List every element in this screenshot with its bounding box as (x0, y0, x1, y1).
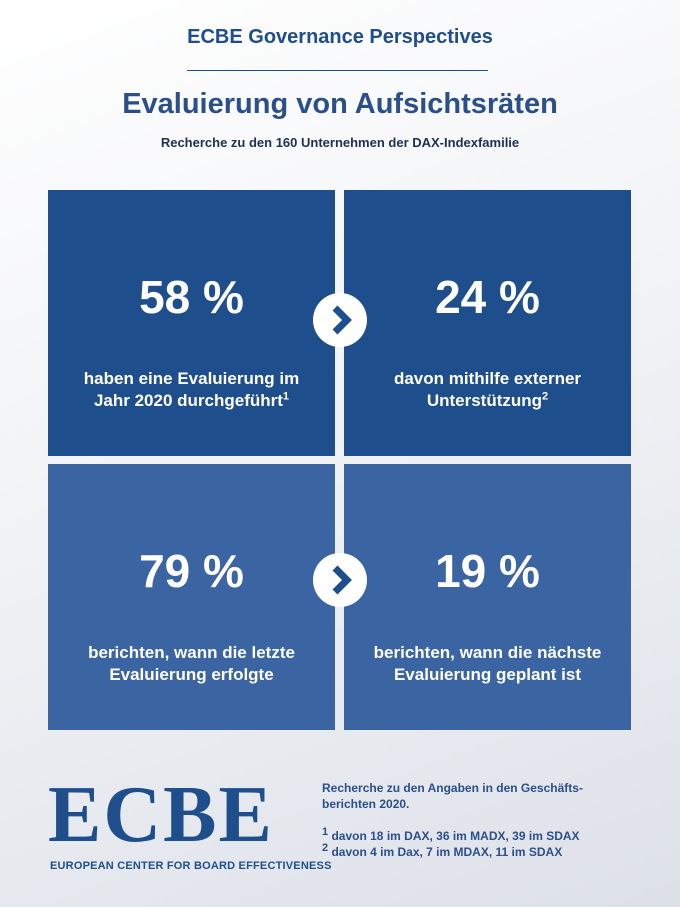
tile: 19 % berichten, wann die nächste Evaluieru… (344, 464, 631, 730)
label-line: haben eine Evaluierung im (48, 368, 335, 390)
rule (187, 70, 488, 71)
tile: 79 % berichten, wann die letzte Evaluierun… (48, 464, 335, 730)
label-text: haben eine Evaluierung im (83, 369, 300, 388)
label-line: berichten, wann die letzte (48, 642, 335, 664)
tile: 24 % davon mithilfe externer Unterstützung… (344, 190, 631, 456)
tile-value: 79 % (139, 545, 244, 597)
subtitle: Recherche zu den 160 Unternehmen der DAX… (160, 135, 520, 150)
footnote-text: davon 18 im DAX, 36 im MADX, 39 im SDAX (328, 829, 580, 843)
source-line: berichten 2020. (322, 797, 410, 811)
tile-label: berichten, wann die nächste Evaluierung g… (344, 642, 631, 686)
title: Evaluierung von Aufsichtsräten (122, 88, 558, 120)
tile-label: berichten, wann die letzte Evaluierung er… (48, 642, 335, 686)
footnote-marker: 2 (542, 390, 549, 403)
tile-value: 24 % (435, 271, 540, 323)
label-line: Evaluierung erfolgte (48, 664, 335, 686)
footnote-text: davon 4 im Dax, 7 im MDAX, 11 im SDAX (328, 845, 563, 859)
logo-subtitle: EUROPEAN CENTER FOR BOARD EFFECTIVENESS (50, 860, 332, 872)
kicker: ECBE Governance Perspectives (187, 26, 493, 48)
footnotes: 1 davon 18 im DAX, 36 im MADX, 39 im SDA… (322, 826, 580, 860)
arrow (313, 553, 367, 607)
tile-label: davon mithilfe externer Unterstützung2 (344, 368, 631, 412)
label-text: berichten, wann die nächste (373, 643, 602, 662)
label-line: davon mithilfe externer (344, 368, 631, 390)
footnote-marker: 2 (322, 842, 329, 854)
footnote: 1 davon 18 im DAX, 36 im MADX, 39 im SDA… (322, 826, 580, 844)
tile-value: 58 % (139, 271, 244, 323)
label-text: berichten, wann die letzte (88, 643, 295, 662)
arrow (313, 293, 367, 347)
label-line: Jahr 2020 durchgeführt1 (48, 390, 335, 412)
tile-value: 19 % (435, 545, 540, 597)
label-text: Jahr 2020 durchgeführt (93, 391, 283, 410)
logo: ECBE (48, 771, 274, 859)
tile-label: haben eine Evaluierung im Jahr 2020 durch… (48, 368, 335, 412)
footnote-marker: 1 (282, 390, 290, 403)
label-line: Evaluierung geplant ist (344, 664, 631, 686)
footnote-marker: 1 (322, 826, 329, 838)
label-text: Unterstützung (426, 391, 543, 410)
label-text: Evaluierung erfolgte (109, 665, 274, 684)
label-line: berichten, wann die nächste (344, 642, 631, 664)
label-text: Evaluierung geplant ist (393, 665, 582, 684)
source: Recherche zu den Angaben in den Geschäft… (322, 780, 583, 812)
label-text: davon mithilfe externer (393, 369, 582, 388)
label-line: Unterstützung2 (344, 390, 631, 412)
tile: 58 % haben eine Evaluierung im Jahr 2020 d… (48, 190, 335, 456)
footnote: 2 davon 4 im Dax, 7 im MDAX, 11 im SDAX (322, 842, 580, 860)
source-line: Recherche zu den Angaben in den Geschäft… (322, 781, 583, 795)
